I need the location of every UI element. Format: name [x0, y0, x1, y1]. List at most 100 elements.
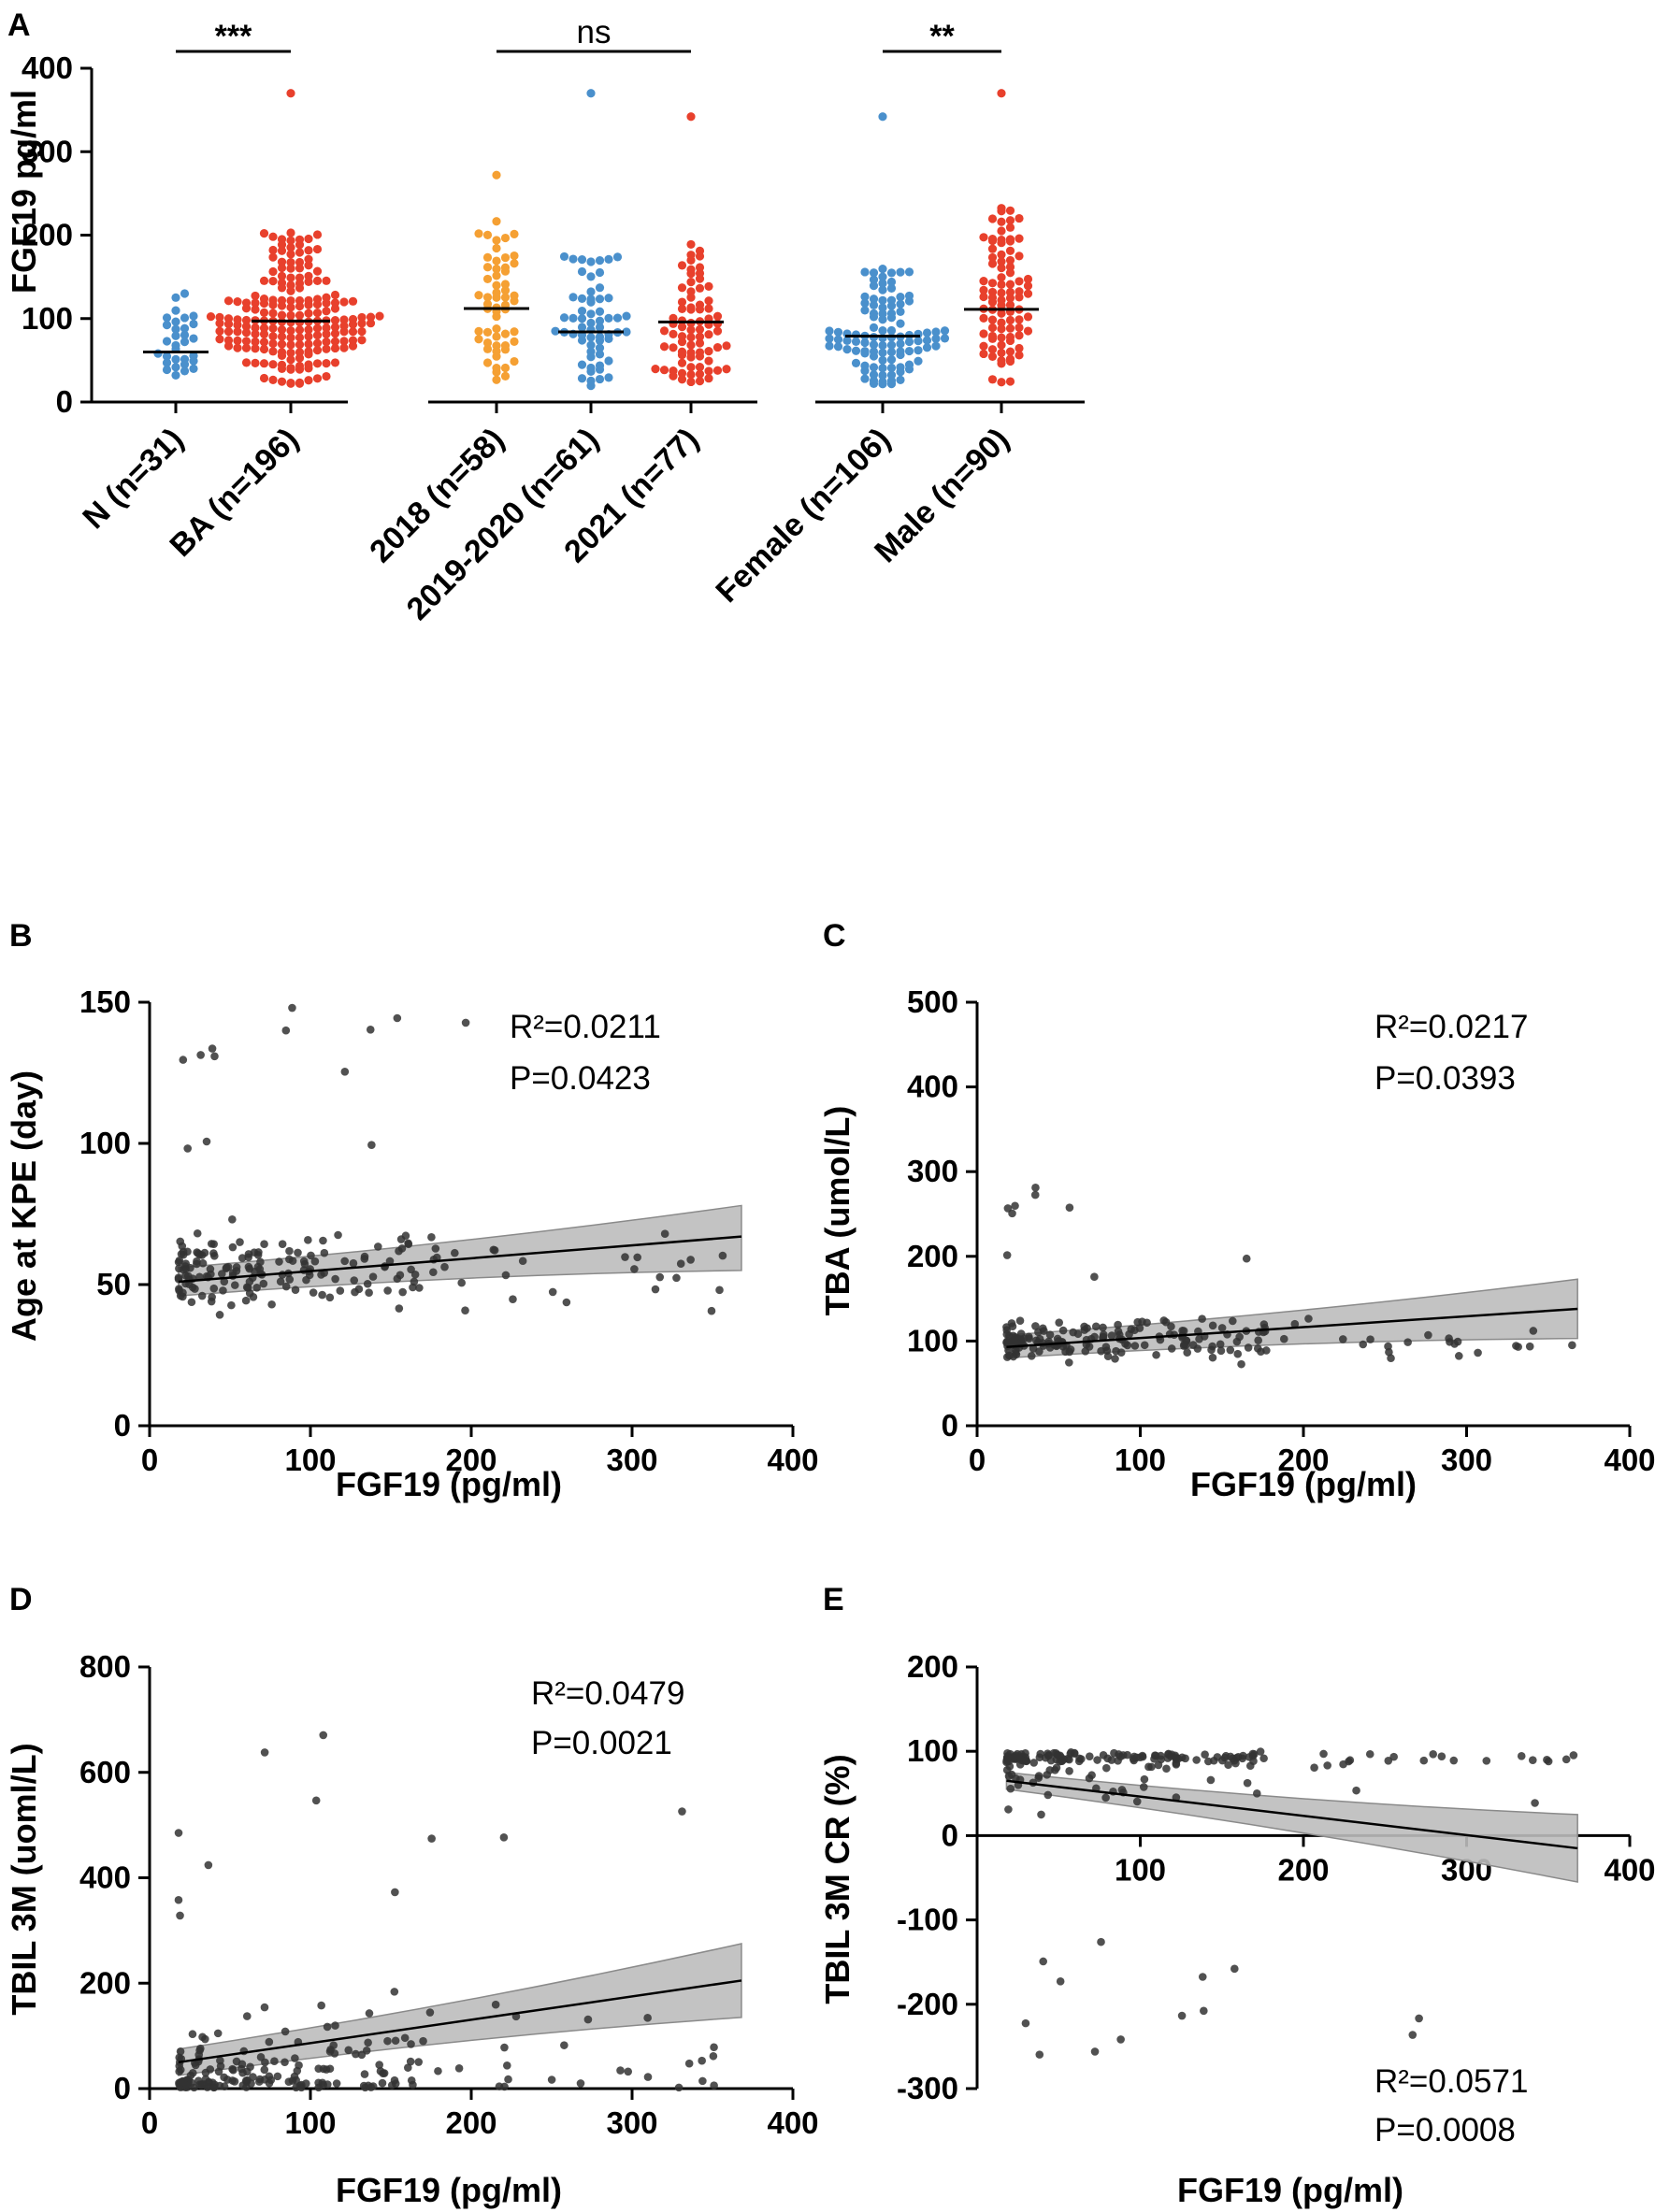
- panel-a-dot: [268, 252, 278, 262]
- scatter-point: [576, 2079, 585, 2088]
- scatter-point: [1021, 1748, 1029, 1758]
- xtick-label: 400: [767, 1443, 818, 1477]
- panel-a-dot: [712, 311, 723, 321]
- scatter-point: [1209, 1756, 1218, 1765]
- scatter-point: [1450, 1340, 1459, 1348]
- panel-a-dot: [162, 358, 172, 367]
- panel-a-dot: [1005, 347, 1015, 356]
- ytick-label: 0: [942, 1408, 958, 1443]
- scatter-point: [393, 1013, 402, 1023]
- scatter-point: [407, 2040, 415, 2048]
- panel-a-dot: [1015, 343, 1024, 353]
- panel-a-dot: [223, 296, 234, 306]
- panel-a-dot: [886, 268, 897, 278]
- scatter-point: [206, 2065, 215, 2074]
- panel-a-significance-label: ***: [215, 19, 252, 54]
- panel-a-dot: [1005, 377, 1015, 386]
- scatter-point: [1065, 1755, 1073, 1764]
- panel-a-dot: [695, 300, 705, 309]
- panel-a-dot: [987, 345, 998, 354]
- panel-a-dot: [233, 297, 242, 307]
- panel-a-dot: [878, 279, 887, 288]
- panel-a-dot: [931, 334, 941, 343]
- panel-a-dot: [869, 370, 879, 380]
- scatter-point: [319, 1731, 328, 1740]
- panel-a-dot: [1015, 351, 1024, 360]
- scatter-point: [1198, 1973, 1207, 1981]
- scatter-point: [1193, 1344, 1202, 1353]
- panel-a-dot: [304, 360, 313, 369]
- panel-a-dot: [500, 293, 511, 302]
- panel-a-dot: [322, 329, 331, 338]
- panel-a-dot: [595, 294, 605, 304]
- panel-a-dot: [1015, 331, 1024, 340]
- panel-a-dot: [904, 291, 914, 301]
- scatter-point: [260, 1748, 269, 1757]
- panel-a-dot: [1023, 281, 1033, 291]
- panel-a-dot: [595, 283, 605, 293]
- scatter-point: [217, 1270, 226, 1278]
- panel-a-dot: [695, 332, 705, 341]
- panel-a-dot: [896, 375, 905, 385]
- panel-a-dot: [1015, 277, 1024, 286]
- scatter-point: [1207, 1345, 1216, 1355]
- scatter-point: [1366, 1335, 1374, 1343]
- scatter-point: [1093, 1756, 1101, 1764]
- scatter-point: [1256, 1747, 1265, 1756]
- panel-a-dot: [869, 281, 879, 291]
- panel-a-dot: [851, 330, 861, 339]
- scatter-point: [390, 1988, 399, 1996]
- panel-a-dot: [268, 245, 278, 255]
- scatter-point: [320, 1248, 329, 1257]
- panel-a-dot: [330, 337, 340, 346]
- panel-a-dot: [259, 359, 269, 368]
- scatter-point: [288, 1257, 297, 1265]
- scatter-point: [1012, 1774, 1020, 1783]
- panel-a-dot: [586, 89, 596, 98]
- scatter-point: [1039, 1957, 1048, 1966]
- scatter-point: [1090, 1332, 1099, 1342]
- scatter-point: [1167, 1344, 1176, 1353]
- scatter-point: [1140, 1774, 1149, 1784]
- panel-a-dot: [312, 266, 323, 276]
- scatter-point: [278, 1240, 287, 1249]
- scatter-point: [281, 1026, 291, 1035]
- scatter-point: [368, 2082, 378, 2090]
- scatter-point: [1036, 1749, 1045, 1759]
- panel-a-dot: [251, 344, 260, 353]
- panel-e-ylabel: TBIL 3M CR (%): [818, 1754, 856, 2004]
- panel-a-dot: [1023, 312, 1033, 322]
- panel-a-dot: [348, 296, 358, 306]
- scatter-point: [643, 2014, 652, 2022]
- panel-a-dot: [568, 254, 578, 264]
- scatter-point: [403, 2063, 412, 2072]
- panel-a-dot: [586, 257, 596, 266]
- panel-a-dot: [492, 375, 501, 384]
- panel-a-dot: [577, 374, 587, 383]
- panel-a-dot: [268, 347, 278, 356]
- scatter-point: [1065, 1766, 1073, 1775]
- panel-a-dot: [896, 292, 905, 302]
- panel-a-dot: [987, 375, 998, 384]
- scatter-point: [407, 2076, 416, 2085]
- scatter-point: [1055, 1318, 1064, 1327]
- scatter-point: [427, 1233, 436, 1242]
- panel-a-dot: [577, 254, 587, 265]
- panel-a-dot: [686, 239, 696, 250]
- panel-a-dot: [1015, 315, 1024, 324]
- panel-a-dot: [979, 329, 988, 338]
- scatter-point: [197, 1291, 207, 1300]
- scatter-point: [191, 1285, 199, 1293]
- scatter-point: [265, 2072, 274, 2081]
- scatter-point: [198, 2032, 207, 2042]
- panel-a-dot: [577, 323, 587, 332]
- panel-a-dot: [987, 252, 998, 263]
- panel-a-dot: [295, 257, 305, 267]
- xtick-label: 200: [445, 2105, 496, 2140]
- panel-a-dot: [322, 276, 331, 285]
- scatter-point: [295, 2061, 303, 2070]
- scatter-point: [1069, 1328, 1077, 1337]
- scatter-point: [260, 1240, 268, 1248]
- scatter-point: [616, 2066, 625, 2075]
- scatter-point: [362, 2046, 371, 2055]
